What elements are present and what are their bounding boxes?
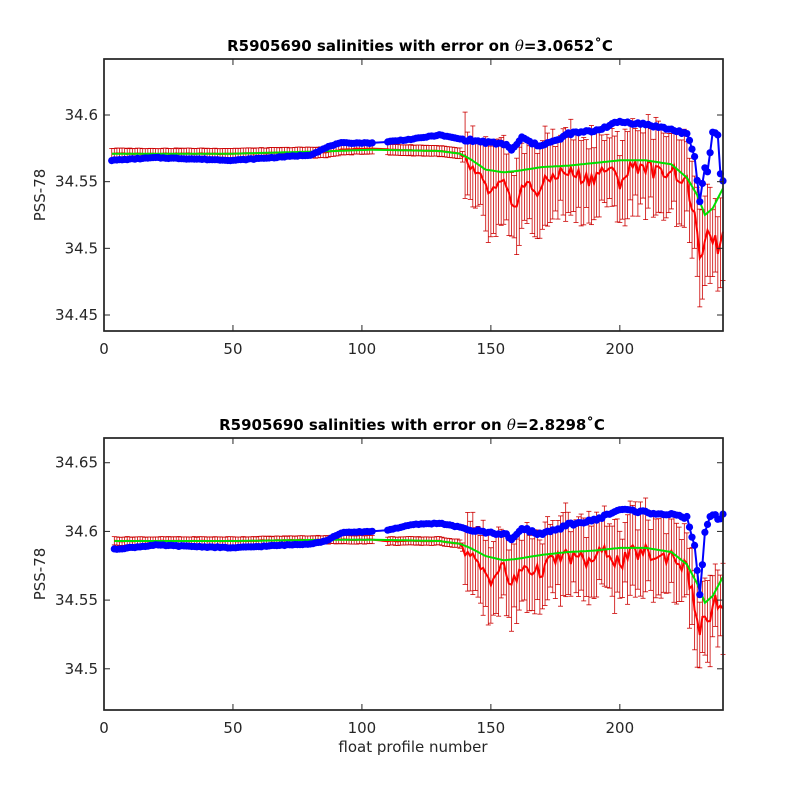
raw-salinity-points <box>110 505 727 599</box>
top-plot: R5905690 salinities with error on θ=3.06… <box>31 37 727 358</box>
raw-salinity-point <box>703 168 712 176</box>
x-tick-label: 150 <box>477 719 506 737</box>
smoothed-salinity-line <box>114 538 724 605</box>
raw-salinity-point <box>683 130 691 138</box>
raw-salinity-point <box>701 528 709 536</box>
raw-salinity-point <box>696 591 704 599</box>
y-tick-label: 34.5 <box>65 660 98 678</box>
bottom-plot-marks <box>110 497 727 669</box>
axes-frame <box>103 58 724 332</box>
x-tick-label: 50 <box>223 340 242 358</box>
x-tick-label: 50 <box>223 719 242 737</box>
x-tick-label: 100 <box>348 719 377 737</box>
raw-salinity-point <box>696 198 704 206</box>
raw-salinity-point <box>698 561 707 569</box>
raw-salinity-point <box>703 520 712 529</box>
raw-salinity-point <box>691 153 699 161</box>
raw-salinity-point <box>685 136 694 144</box>
y-tick-label: 34.6 <box>65 522 98 540</box>
y-tick-label: 34.5 <box>65 239 98 257</box>
raw-salinity-point <box>685 523 694 531</box>
top-plot-marks <box>108 111 727 308</box>
bottom-plot-x-axis-label: float profile number <box>338 738 488 756</box>
bottom-plot-y-axis-label: PSS-78 <box>31 548 49 601</box>
top-plot-ticks: 0 50 100 150 200 34.45 34.5 34.55 34.6 <box>55 59 723 358</box>
raw-salinity-point <box>691 541 699 550</box>
y-tick-label: 34.55 <box>55 591 98 609</box>
y-tick-label: 34.45 <box>55 306 98 324</box>
raw-salinity-point <box>706 149 714 157</box>
x-tick-label: 0 <box>99 340 109 358</box>
raw-salinity-point <box>683 512 691 521</box>
raw-salinity-point <box>368 139 376 147</box>
raw-salinity-point <box>693 566 701 575</box>
y-tick-label: 34.55 <box>55 173 98 191</box>
raw-salinity-point <box>693 176 701 184</box>
bottom-plot: R5905690 salinities with error on θ=2.82… <box>31 416 727 756</box>
x-tick-label: 0 <box>99 719 109 737</box>
raw-salinity-point <box>714 131 722 139</box>
y-tick-label: 34.65 <box>55 454 98 472</box>
raw-salinity-points <box>108 117 727 206</box>
bottom-plot-ticks: 0 50 100 150 200 34.5 34.55 34.6 34.65 <box>55 438 723 737</box>
y-tick-label: 34.6 <box>65 106 98 124</box>
x-tick-label: 200 <box>606 340 635 358</box>
raw-salinity-point <box>368 527 376 535</box>
x-tick-label: 100 <box>348 340 377 358</box>
x-tick-label: 200 <box>606 719 635 737</box>
smoothed-salinity-line <box>111 148 724 217</box>
raw-salinity-point <box>698 179 707 188</box>
raw-salinity-point <box>688 533 696 541</box>
top-plot-title: R5905690 salinities with error on θ=3.06… <box>227 37 613 55</box>
raw-salinity-point <box>716 170 725 178</box>
raw-salinity-point <box>688 145 696 153</box>
axes-frame <box>103 437 724 711</box>
bottom-plot-title: R5905690 salinities with error on θ=2.82… <box>219 416 605 434</box>
top-plot-y-axis-label: PSS-78 <box>31 169 49 222</box>
x-tick-label: 150 <box>477 340 506 358</box>
